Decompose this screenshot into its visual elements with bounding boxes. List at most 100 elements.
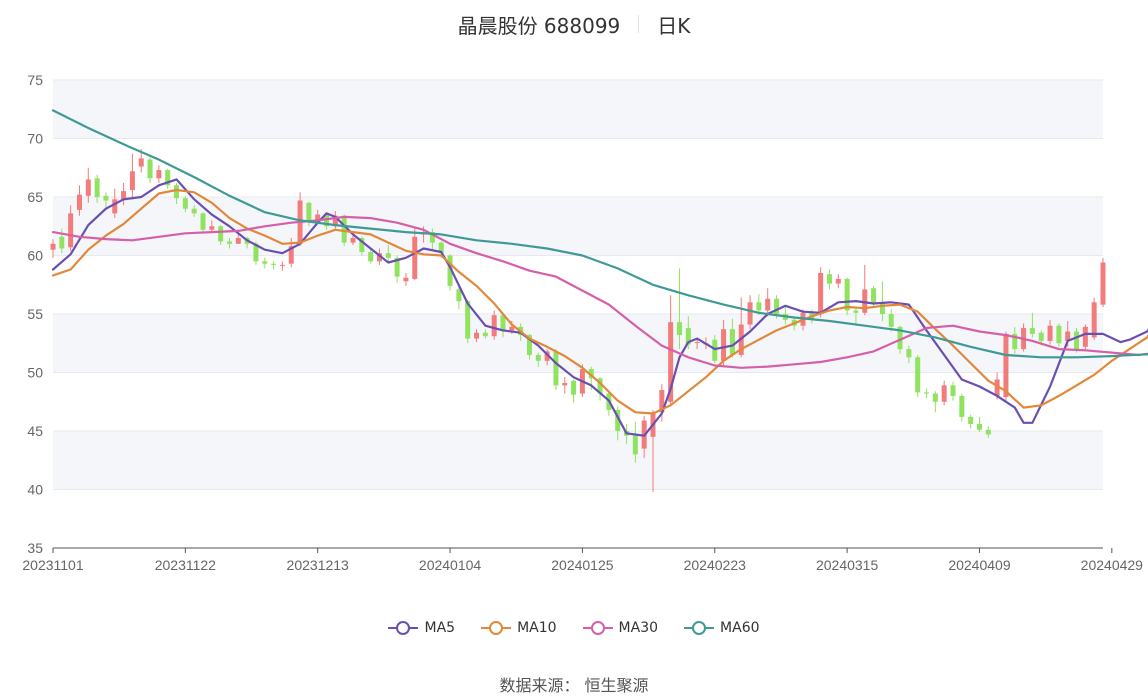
legend-marker-ma30 [582,621,613,635]
candle-body [765,298,771,311]
candle-body [1082,326,1088,347]
candle-body [968,416,974,424]
candle-body [676,322,682,336]
candle-body [994,379,1000,396]
candle-body [182,198,188,209]
candle-body [1065,331,1071,341]
candle-body [394,257,400,277]
x-tick-label: 20240409 [948,557,1011,573]
candle-body [315,214,321,221]
candle-body [924,392,930,394]
candle-body [403,277,409,282]
candle-body [1003,333,1009,398]
candle-body [888,314,894,327]
candle-body [1091,302,1097,338]
candle-body [712,339,718,361]
candle-body [1056,325,1062,344]
stock-title: 晶晨股份 688099 [457,13,621,38]
candle-body [597,378,603,394]
y-tick-label: 70 [27,131,43,147]
candle-body [1038,332,1044,341]
candle-body [588,368,594,379]
candle-body [209,226,215,230]
candle-body [668,322,674,402]
x-tick-label: 20231101 [22,557,83,573]
candle-body [632,435,638,455]
candle-body [121,191,127,200]
candle-body [826,274,832,284]
candle-body [976,423,982,430]
x-tick-label: 20231213 [287,557,350,573]
candle-body [271,263,277,265]
candle-body [368,251,374,262]
candle-body [429,232,435,243]
candle-body [147,159,153,179]
candle-body [950,385,956,396]
candle-body [279,264,285,266]
candle-body [491,315,497,337]
candle-body [562,383,568,386]
legend-item-ma10[interactable]: MA10 [481,620,557,636]
candle-body [941,385,947,402]
ma-line-ma30 [51,215,1148,369]
candle-body [535,354,541,361]
x-tick-label: 20240223 [684,557,747,573]
candle-body [138,158,144,167]
candle-body [1100,262,1106,305]
candle-body [482,332,488,337]
candle-body [500,315,506,331]
legend-circle [489,621,504,635]
candle-body [50,243,56,250]
candle-body [385,253,391,258]
legend-item-ma30[interactable]: MA30 [582,620,659,636]
candle-body [747,302,753,325]
candle-body [412,236,418,279]
legend-label-ma10: MA10 [517,620,557,636]
legend-circle [396,621,411,635]
legend-label-ma60: MA60 [720,620,760,636]
y-tick-label: 35 [27,540,43,556]
candle-body [112,199,118,214]
candle-body [253,243,259,262]
candle-body [59,236,65,249]
legend-item-ma5[interactable]: MA5 [388,620,455,636]
candle-body [862,289,868,313]
ma-line-ma10 [51,188,1148,415]
candle-body [906,349,912,358]
candle-body [332,215,338,227]
candle-body [359,237,365,252]
x-tick-label: 20240104 [419,557,482,573]
legend-label-ma30: MA30 [618,620,659,636]
candle-body [94,178,100,197]
y-tick-label: 40 [27,482,43,498]
candle-body [474,332,480,339]
legend-circle [590,621,605,635]
candle-body [447,255,453,286]
legend-label-ma5: MA5 [424,620,456,636]
candle-body [226,241,232,244]
title-separator [638,15,640,33]
chart-title-bar: 晶晨股份 688099 日K [0,8,1148,40]
candle-body [897,326,903,350]
candle-body [879,302,885,314]
legend-marker-ma10 [481,621,512,635]
candle-body [465,301,471,339]
candle-body [200,213,206,230]
grid-band [53,314,1103,373]
candle-body [835,278,841,284]
candle-body [1074,331,1080,350]
candle-body [376,253,382,262]
candle-body [509,326,515,331]
candle-body [659,390,665,413]
candle-body [76,194,82,210]
y-tick-label: 60 [27,248,43,264]
x-tick-label: 20240429 [1081,557,1144,573]
candle-body [85,179,91,196]
candle-body [871,288,877,303]
ma-line-ma60 [51,109,1148,359]
candle-body [526,335,532,355]
y-tick-label: 50 [27,365,43,381]
legend-item-ma60[interactable]: MA60 [684,620,760,636]
grid-band [53,431,1103,490]
candle-body [544,351,550,361]
